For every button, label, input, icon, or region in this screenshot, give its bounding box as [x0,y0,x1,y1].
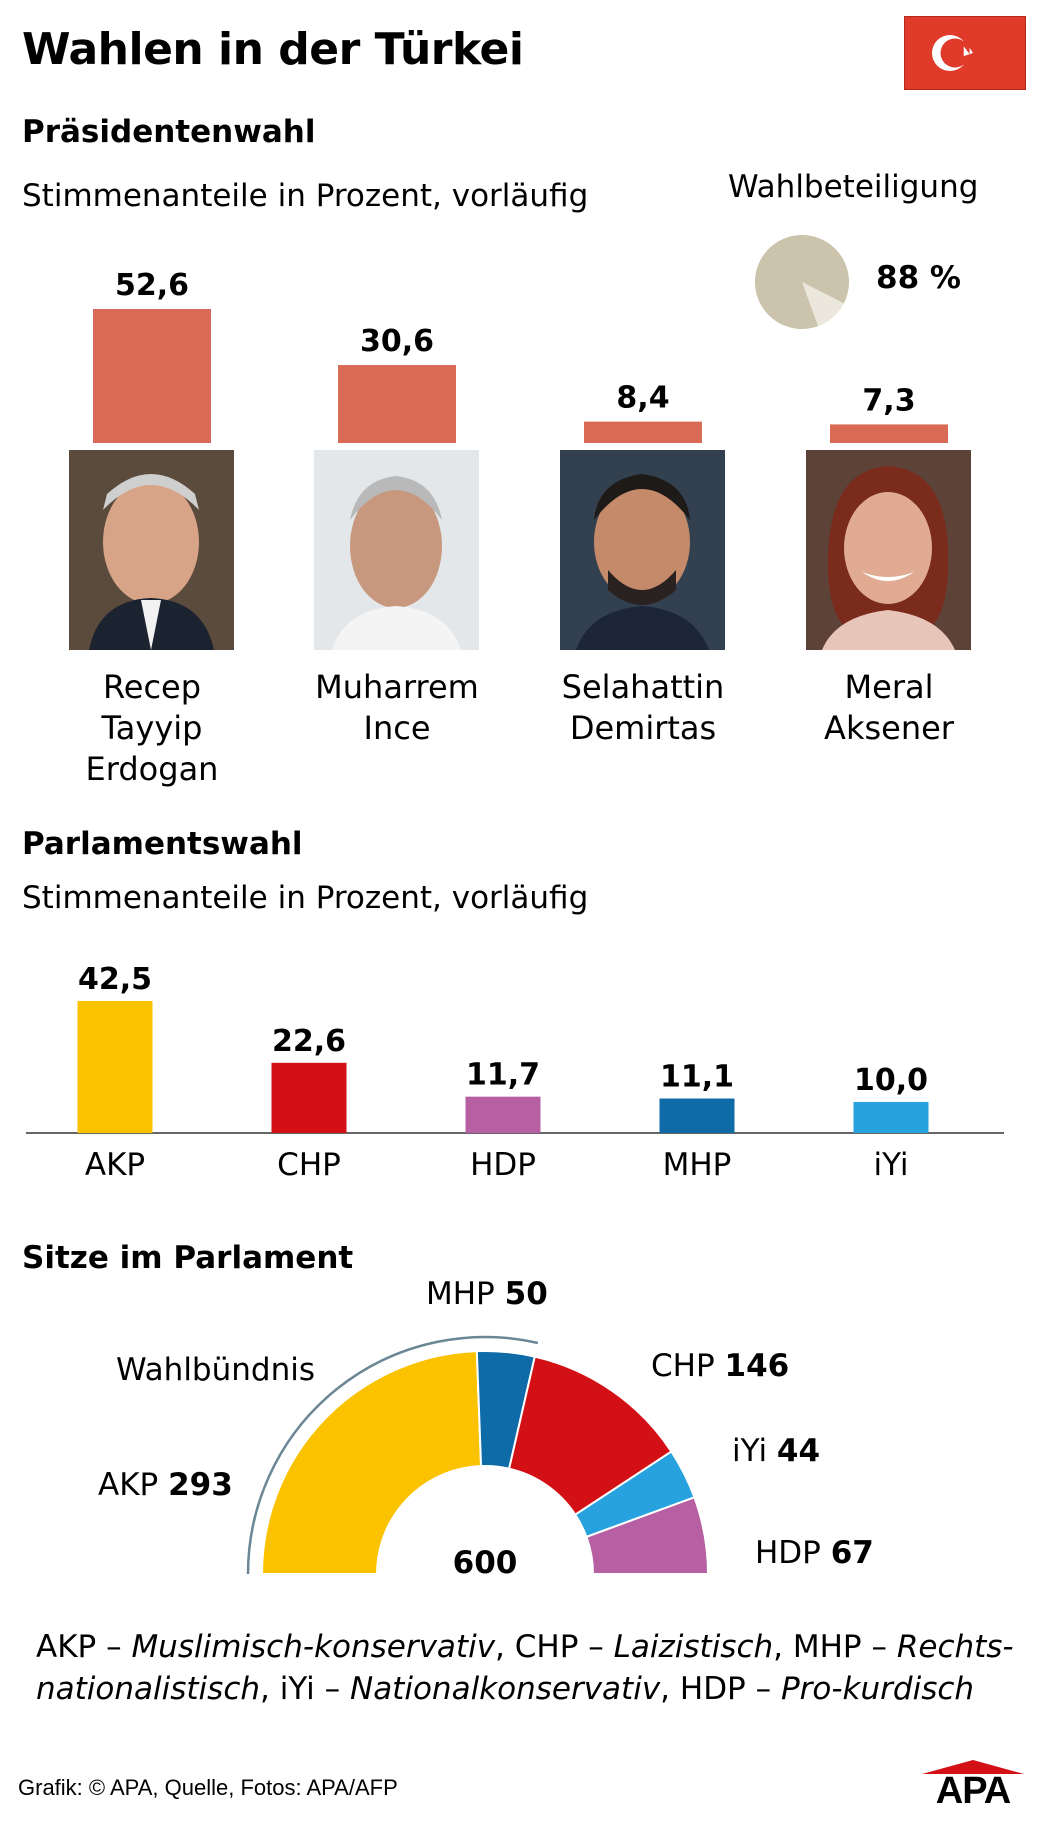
legend-party: , MHP – [773,1629,897,1665]
parliament-bar-label: 11,7 [466,1058,540,1093]
parliament-bar-label: 22,6 [272,1024,346,1059]
candidate-name-line: Muharrem [315,668,479,706]
seat-party-name: iYi [732,1433,768,1469]
candidate-photo-demirtas [560,450,725,650]
alliance-arc [246,1335,539,1575]
seat-segment [260,1350,483,1575]
seats-half-donut [246,1335,710,1575]
legend-desc: nationalistisch [36,1671,261,1707]
parliament-bar [659,1098,735,1133]
parliament-bar [77,1001,153,1133]
president-heading: Präsidentenwahl [22,114,316,150]
candidate-name-aksener: Meral Aksener [779,667,999,749]
candidate-photo-erdogan [69,450,234,650]
president-bar [338,365,456,443]
turnout-label: Wahlbeteiligung [728,169,979,205]
parliament-bar-label: 42,5 [78,962,152,997]
president-subtitle: Stimmenanteile in Prozent, vorläufig [22,178,589,214]
parliament-heading: Parlamentswahl [22,826,303,862]
seat-label-iyi: iYi 44 [732,1433,820,1469]
president-bar-label: 52,6 [115,268,189,303]
parliament-category-label: iYi [873,1147,908,1183]
president-bar [93,309,211,443]
legend-desc: Pro-kurdisch [780,1671,975,1707]
candidate-name-line: Recep [102,668,202,706]
apa-logo-icon [922,1760,1024,1774]
parliament-category-label: CHP [277,1147,341,1183]
apa-logo-text: APA [935,1770,1011,1812]
candidate-photo-ince [314,450,479,650]
legend-desc: Laizistisch [613,1629,774,1665]
legend-desc: Muslimisch-konservativ [131,1629,496,1665]
candidate-name-line: Ince [363,709,431,747]
seat-party-name: AKP [98,1467,159,1503]
seat-count: 293 [168,1467,233,1503]
seat-label-hdp: HDP 67 [755,1535,874,1571]
legend-party: AKP – [36,1629,132,1665]
page-title: Wahlen in der Türkei [22,24,524,75]
seat-count: 50 [504,1276,548,1312]
seat-party-name: HDP [755,1535,821,1571]
parliament-bar-label: 11,1 [660,1060,734,1095]
legend-party: , iYi – [260,1671,350,1707]
legend-desc: Rechts- [896,1629,1014,1665]
legend-desc: Nationalkonservativ [350,1671,661,1707]
seats-heading: Sitze im Parlament [22,1240,354,1276]
president-bar-label: 8,4 [616,381,669,416]
apa-logo: APA [918,1760,1028,1814]
seat-party-name: MHP [426,1276,495,1312]
turnout-pie-slice [755,235,849,329]
candidate-name-line: Meral [844,668,934,706]
candidate-name-line: Demirtas [569,709,717,747]
party-legend: AKP – Muslimisch-konservativ, CHP – Laiz… [36,1626,1016,1710]
turnout-pie [755,235,849,329]
president-bar-chart: 52,6 30,6 8,4 7,3 [93,268,948,443]
candidate-photo-aksener [806,450,971,650]
candidate-name-line: Tayyip [101,709,203,747]
candidate-name-line: Erdogan [85,750,219,788]
seats-total: 600 [452,1545,518,1581]
seat-label-mhp: MHP 50 [426,1276,548,1312]
footer-credit: Grafik: © APA, Quelle, Fotos: APA/AFP [18,1775,398,1800]
seat-label-akp: AKP 293 [98,1467,233,1503]
candidate-name-line: Aksener [824,709,954,747]
turnout-value: 88 % [876,260,961,296]
president-bar-label: 7,3 [862,383,915,418]
president-bar [584,421,702,443]
seat-count: 44 [776,1433,821,1469]
turkish-flag [904,16,1026,90]
seat-count: 146 [724,1348,790,1384]
legend-party: , HDP – [660,1671,781,1707]
candidate-name-ince: Muharrem Ince [287,667,507,749]
president-bar [830,424,948,443]
parliament-category-label: HDP [470,1147,536,1183]
parliament-bar-chart: 42,5 AKP 22,6 CHP 11,7 HDP 11,1 MHP 10,0 iYi [26,962,1004,1183]
candidate-name-demirtas: Selahattin Demirtas [533,667,753,749]
candidate-name-erdogan: Recep Tayyip Erdogan [42,667,262,790]
parliament-subtitle: Stimmenanteile in Prozent, vorläufig [22,880,589,916]
president-bar-label: 30,6 [360,324,434,359]
crescent-star-icon [932,35,973,71]
parliament-bar [853,1101,929,1133]
parliament-bar [271,1062,347,1133]
candidate-name-line: Selahattin [561,668,725,706]
legend-line-2: nationalistisch, iYi – Nationalkonservat… [36,1668,1016,1710]
seat-label-chp: CHP 146 [651,1348,789,1384]
legend-party: , CHP – [495,1629,614,1665]
alliance-label: Wahlbündnis [116,1352,315,1388]
parliament-category-label: MHP [663,1147,732,1183]
parliament-bar-label: 10,0 [854,1063,928,1098]
seat-party-name: CHP [651,1348,715,1384]
parliament-bar [465,1096,541,1133]
seat-count: 67 [830,1535,874,1571]
parliament-category-label: AKP [85,1147,145,1183]
seat-segment [585,1496,710,1575]
legend-line-1: AKP – Muslimisch-konservativ, CHP – Laiz… [36,1626,1016,1668]
